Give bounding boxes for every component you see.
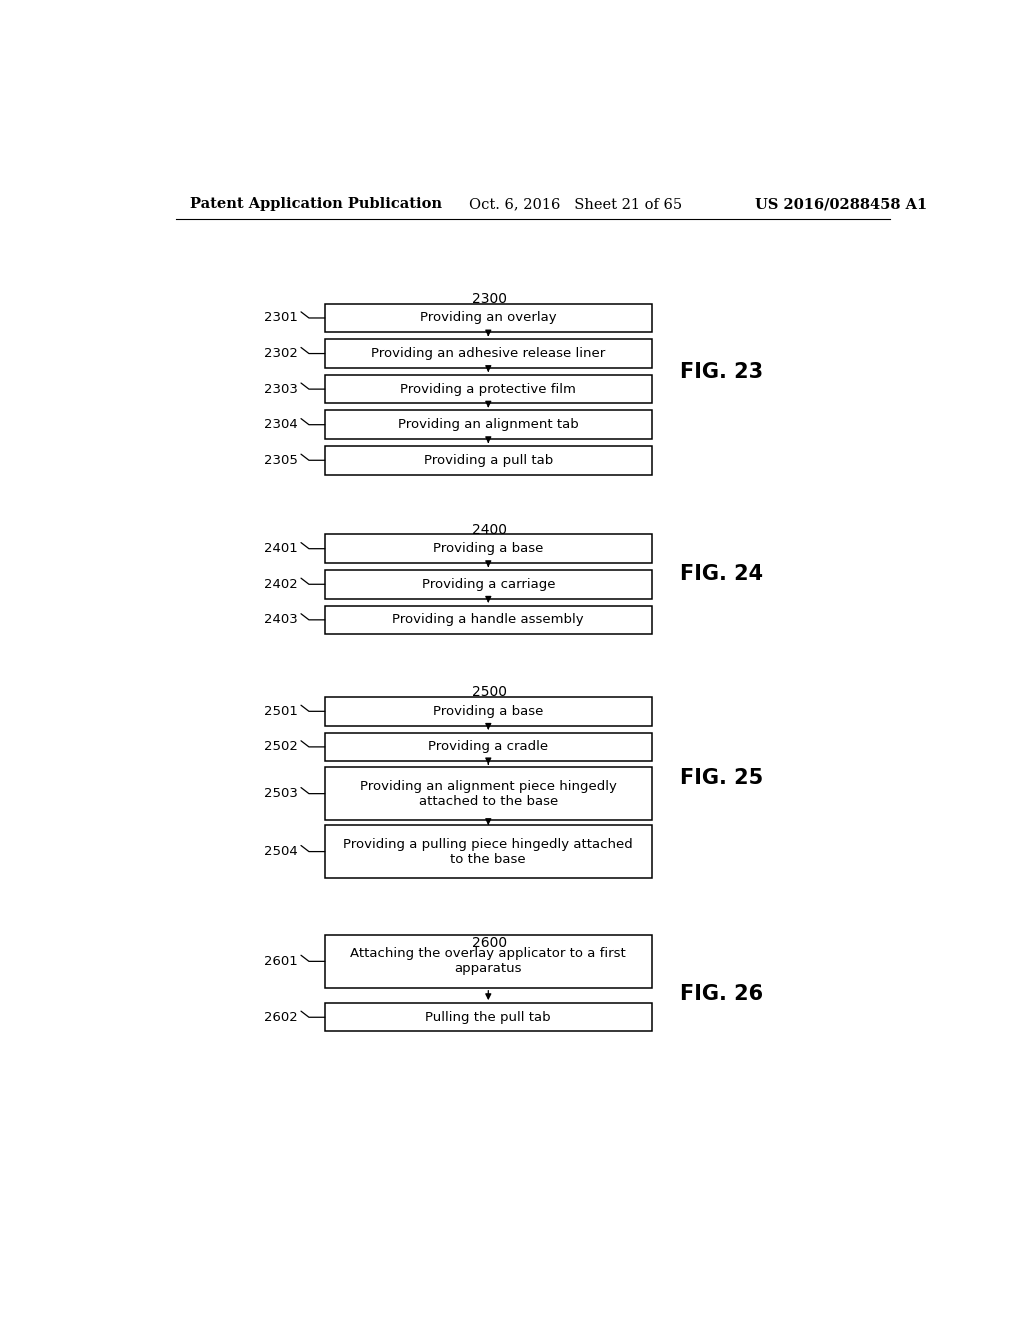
Text: 2301: 2301 bbox=[264, 312, 298, 325]
Text: 2600: 2600 bbox=[472, 936, 508, 950]
Text: 2403: 2403 bbox=[264, 614, 298, 627]
Text: 2401: 2401 bbox=[264, 543, 298, 556]
Bar bbox=[325, 1003, 652, 1031]
Bar bbox=[325, 339, 652, 368]
Bar bbox=[325, 411, 652, 440]
Text: Providing an adhesive release liner: Providing an adhesive release liner bbox=[371, 347, 605, 360]
Text: FIG. 23: FIG. 23 bbox=[680, 362, 763, 381]
Text: FIG. 26: FIG. 26 bbox=[680, 983, 763, 1005]
Text: 2501: 2501 bbox=[264, 705, 298, 718]
Bar bbox=[325, 606, 652, 634]
Text: 2303: 2303 bbox=[264, 383, 298, 396]
Text: Providing a pulling piece hingedly attached
to the base: Providing a pulling piece hingedly attac… bbox=[343, 838, 633, 866]
Text: Providing an alignment piece hingedly
attached to the base: Providing an alignment piece hingedly at… bbox=[359, 780, 616, 808]
Text: 2300: 2300 bbox=[472, 292, 507, 306]
Text: Attaching the overlay applicator to a first
apparatus: Attaching the overlay applicator to a fi… bbox=[350, 948, 626, 975]
Text: FIG. 24: FIG. 24 bbox=[680, 564, 763, 585]
Text: Providing a pull tab: Providing a pull tab bbox=[424, 454, 553, 467]
Bar bbox=[325, 304, 652, 333]
Bar bbox=[325, 375, 652, 404]
Text: 2502: 2502 bbox=[264, 741, 298, 754]
Text: Providing a carriage: Providing a carriage bbox=[422, 578, 555, 591]
Text: Providing an alignment tab: Providing an alignment tab bbox=[398, 418, 579, 432]
Text: 2400: 2400 bbox=[472, 524, 507, 537]
Text: 2302: 2302 bbox=[264, 347, 298, 360]
Text: Pulling the pull tab: Pulling the pull tab bbox=[426, 1011, 551, 1024]
Bar bbox=[325, 570, 652, 598]
Bar bbox=[325, 697, 652, 726]
Text: 2504: 2504 bbox=[264, 845, 298, 858]
Bar bbox=[325, 446, 652, 474]
Text: Providing a base: Providing a base bbox=[433, 543, 544, 556]
Bar bbox=[325, 767, 652, 820]
Bar bbox=[325, 935, 652, 987]
Text: US 2016/0288458 A1: US 2016/0288458 A1 bbox=[755, 197, 927, 211]
Text: 2305: 2305 bbox=[264, 454, 298, 467]
Bar bbox=[325, 733, 652, 762]
Text: Providing a cradle: Providing a cradle bbox=[428, 741, 549, 754]
Text: Oct. 6, 2016   Sheet 21 of 65: Oct. 6, 2016 Sheet 21 of 65 bbox=[469, 197, 682, 211]
Text: 2503: 2503 bbox=[264, 787, 298, 800]
Text: Providing a handle assembly: Providing a handle assembly bbox=[392, 614, 584, 627]
Text: Providing an overlay: Providing an overlay bbox=[420, 312, 557, 325]
Text: FIG. 25: FIG. 25 bbox=[680, 768, 763, 788]
Text: 2601: 2601 bbox=[264, 954, 298, 968]
Text: Providing a base: Providing a base bbox=[433, 705, 544, 718]
Bar bbox=[325, 535, 652, 562]
Bar bbox=[325, 825, 652, 878]
Text: Providing a protective film: Providing a protective film bbox=[400, 383, 577, 396]
Text: 2304: 2304 bbox=[264, 418, 298, 432]
Text: Patent Application Publication: Patent Application Publication bbox=[189, 197, 442, 211]
Text: 2402: 2402 bbox=[264, 578, 298, 591]
Text: 2500: 2500 bbox=[472, 685, 507, 700]
Text: 2602: 2602 bbox=[264, 1011, 298, 1024]
